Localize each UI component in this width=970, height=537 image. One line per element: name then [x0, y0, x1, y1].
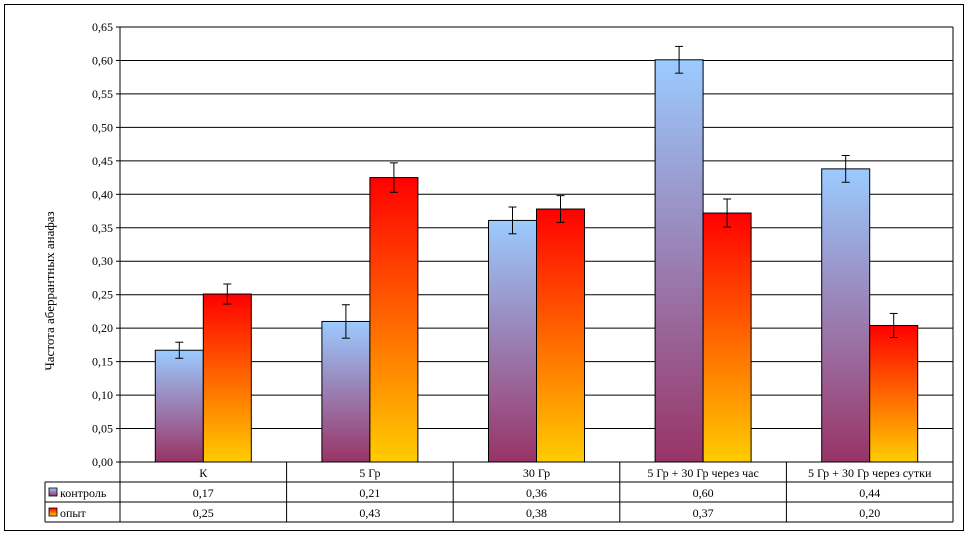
- bar-контроль: [154, 349, 204, 463]
- gridlines: [120, 26, 953, 463]
- y-tick-label: 0,30: [92, 254, 113, 268]
- y-tick-label: 0,05: [92, 422, 113, 436]
- y-tick-label: 0,50: [92, 120, 113, 134]
- data-table: К 5 Гр 30 Гр 5 Гр + 30 Гр через час 5 Гр + 3…: [44, 461, 954, 523]
- category-label: 30 Гр: [523, 466, 550, 480]
- y-tick-label: 0,60: [92, 53, 113, 67]
- y-axis-label: Частота аберрантных анафаз: [42, 211, 57, 370]
- category-label: 5 Гр + 30 Гр через сутки: [808, 466, 932, 480]
- chart-frame: [4, 4, 964, 531]
- bar-опыт: [536, 208, 585, 463]
- y-tick-label: 0,55: [92, 87, 113, 101]
- y-tick-label: 0,20: [92, 321, 113, 335]
- bar-контроль: [321, 320, 371, 463]
- category-label: 5 Гр + 30 Гр через час: [647, 466, 758, 480]
- y-tick-label: 0,45: [92, 154, 113, 168]
- bar-контроль: [654, 59, 704, 463]
- bar-опыт: [869, 324, 919, 463]
- y-tick-label: 0,40: [92, 187, 113, 201]
- y-tick-label: 0,25: [92, 288, 113, 302]
- category-label: К: [199, 466, 208, 480]
- bar-контроль: [821, 168, 871, 463]
- table-value: 0,60: [693, 486, 714, 500]
- table-value: 0,25: [193, 506, 214, 520]
- y-tick-label: 0,15: [92, 355, 113, 369]
- bar-опыт: [369, 177, 419, 463]
- bar-опыт: [702, 212, 752, 463]
- legend-swatch-контроль: [48, 487, 58, 497]
- legend-label: опыт: [60, 506, 86, 520]
- table-value: 0,43: [359, 506, 380, 520]
- table-value: 0,20: [859, 506, 880, 520]
- y-tick-label: 0,00: [92, 455, 113, 469]
- bars: [154, 59, 919, 463]
- table-value: 0,37: [693, 506, 714, 520]
- table-value: 0,38: [526, 506, 547, 520]
- error-bars: [175, 45, 898, 359]
- y-tick-label: 0,65: [92, 20, 113, 34]
- y-tick-label: 0,35: [92, 221, 113, 235]
- category-label: 5 Гр: [359, 466, 380, 480]
- y-tick-label: 0,10: [92, 388, 113, 402]
- legend-label: контроль: [60, 486, 107, 500]
- legend-swatch-опыт: [48, 507, 58, 517]
- bar-опыт: [202, 293, 252, 463]
- table-value: 0,44: [859, 486, 880, 500]
- bar-контроль: [488, 219, 537, 463]
- table-value: 0,36: [526, 486, 547, 500]
- y-axis: 0,00 0,05 0,10 0,15 0,20 0,25 0,30 0,35 0,40 0,45…: [92, 20, 954, 469]
- table-value: 0,17: [193, 486, 214, 500]
- table-value: 0,21: [359, 486, 380, 500]
